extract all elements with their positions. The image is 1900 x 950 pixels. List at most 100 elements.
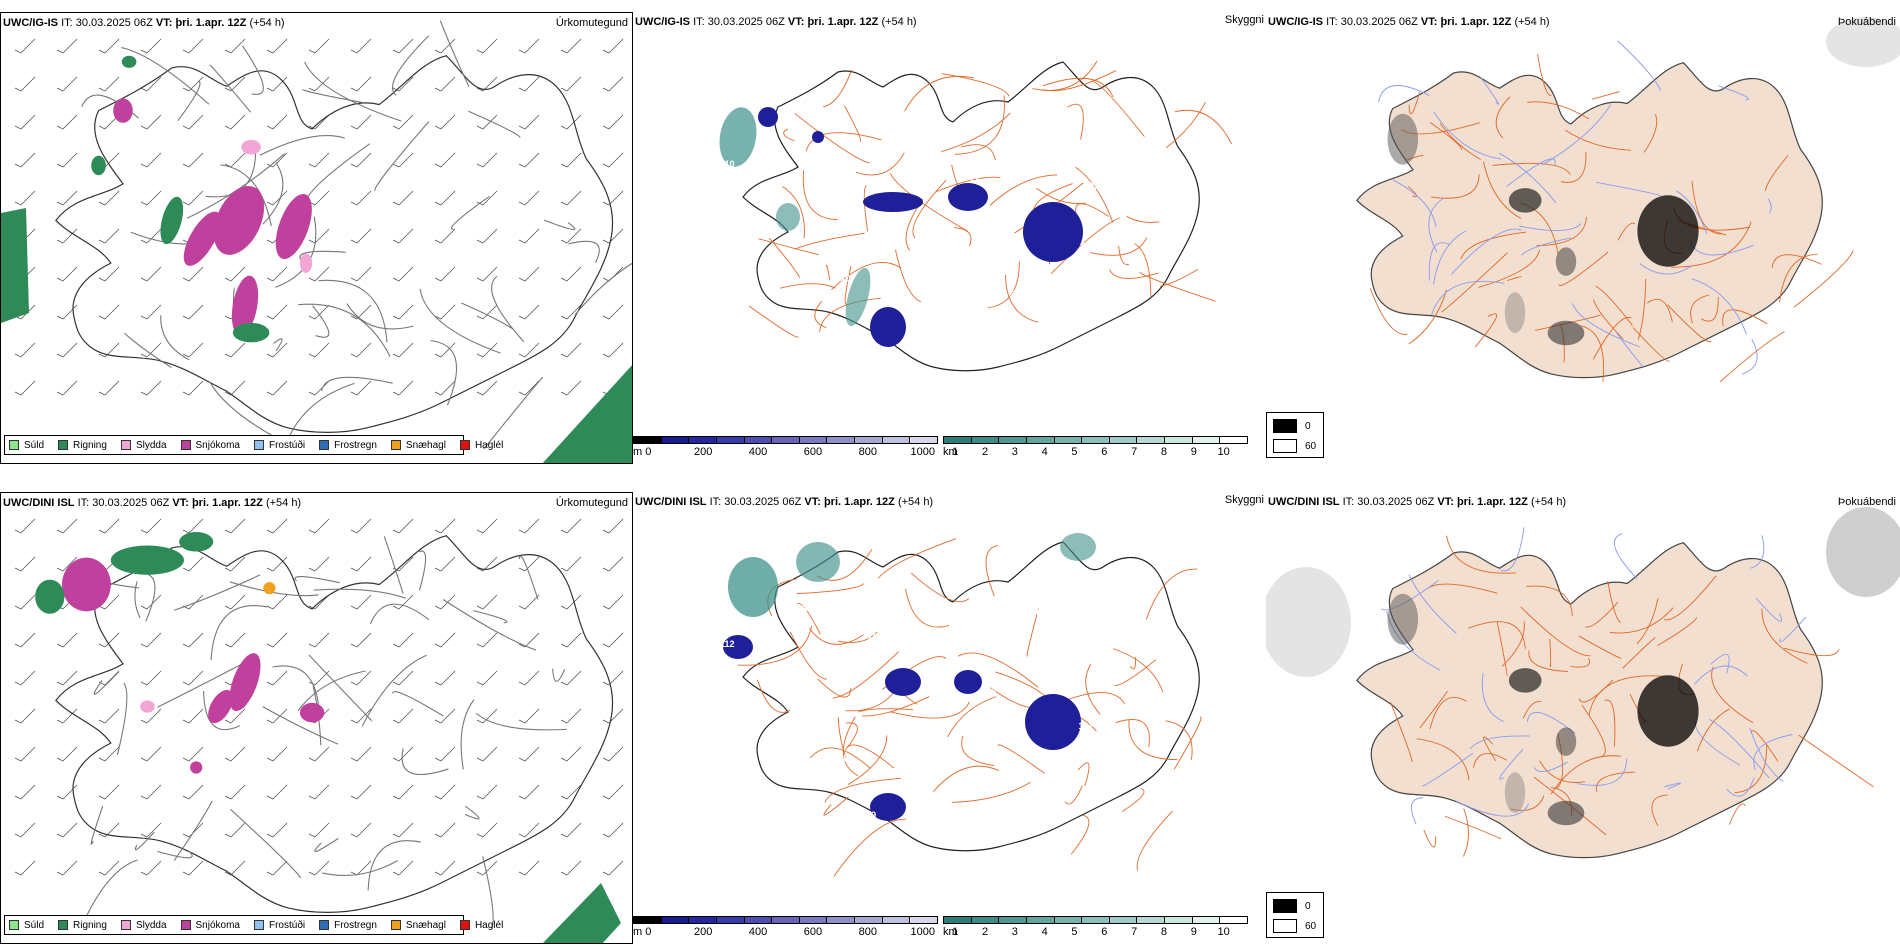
wind-barb [266,380,288,396]
road-line [1165,101,1207,149]
wind-barb [56,228,78,244]
wind-barb [434,114,456,130]
wind-barb [98,860,120,876]
legend-swatch [253,920,264,930]
colorbar-swatch [1082,437,1110,443]
wind-barb [14,784,36,800]
road-line [1643,114,1658,153]
cloud-value-label: 181 [838,754,853,764]
road-line [1390,702,1413,763]
road-line [1423,829,1437,848]
wind-barb [140,380,162,396]
precip-map [1,20,632,463]
legend-swatch [58,440,69,450]
legend-label: Súld [24,919,45,931]
fog-legend: 0 60 [1266,412,1324,458]
road-line [1506,158,1556,187]
wind-barb [140,594,162,610]
road-line [1632,327,1670,362]
wind-barb [560,76,582,92]
cloud-cell [1060,533,1096,561]
road-line [832,651,899,699]
road-line [1112,648,1164,693]
colorbar-ticks: 0 200 400 600 800 1000 [633,446,938,460]
legend-item: Súld [9,440,44,451]
wind-barb [518,746,540,762]
road-line [1128,719,1178,761]
iceland-outline [35,532,614,929]
wind-barb [434,190,456,206]
precip-cell [110,545,184,575]
road-line [1578,635,1622,659]
road-line [1663,575,1717,621]
it-label: IT: [1326,16,1338,28]
colorbar-swatch [1165,437,1193,443]
road-line [1369,288,1408,335]
wind-barb [392,380,414,396]
precip-legend: Súld Rigning Slydda Snjókoma Frostúði Frostre… [4,435,503,455]
legend-item: Frostregn [319,440,377,451]
vt-label: VT: [1420,16,1438,28]
road-line [1719,331,1785,383]
road-line [779,283,836,289]
cloud-value-label: 94 [924,155,934,165]
wind-barb [350,380,372,396]
precip-cell [299,702,325,723]
wind-barb [56,38,78,54]
road-line [1585,601,1619,628]
road-line [756,679,791,713]
road-line [1495,96,1511,139]
wind-barb [476,266,498,282]
colorbar-tick-label: 7 [1131,926,1138,938]
fog-cell [1504,292,1526,333]
road-line [1696,708,1730,752]
precip-cell [213,185,265,255]
wind-barb [56,76,78,92]
wind-barb [224,266,246,282]
road-line [1667,304,1712,343]
road-line [1441,252,1508,313]
precip-panel-top: UWC/IG-IS IT: 30.03.2025 06Z VT: þri. 1.… [0,12,633,464]
iceland-outline [719,60,1233,372]
cloud-value-label: 110 [720,159,735,169]
wind-barb [14,708,36,724]
colorbar-ticks: 1 2 3 4 5 6 7 8 9 10 [943,446,1248,460]
road-line [1580,325,1604,382]
road-line [1159,268,1198,287]
road-line [116,682,128,756]
road-line [1483,161,1522,219]
road-line [383,536,404,594]
road-line [1550,755,1621,795]
colorbar-unit: m [633,926,643,938]
road-line [1392,179,1437,227]
wind-barb [392,860,414,876]
wind-barb [476,114,498,130]
road-line [1136,810,1173,871]
fog-cell [1637,675,1699,747]
vt-value: þri. 1.apr. 12Z [191,497,263,509]
visibility-colorbar: km 1 2 3 4 5 6 7 8 9 10 [943,916,1248,942]
road-line [205,144,257,198]
road-line [1722,309,1768,327]
road-line [823,796,849,816]
road-line [1753,734,1793,771]
colorbar-swatch [944,437,972,443]
coastline [55,535,614,913]
wind-barb [434,708,456,724]
road-line [1549,638,1552,667]
colorbar-swatch [1026,437,1055,443]
it-label: IT: [1342,496,1355,508]
wind-barb [518,670,540,686]
cloud-value-label: 44 [772,253,782,263]
road-line [173,574,261,611]
fog-cell [1547,320,1585,346]
wind-barb [182,822,204,838]
road-line [361,654,427,727]
fog-legend-swatch [1273,899,1297,913]
wind-barb [14,38,36,54]
wind-barb [56,518,78,534]
precip-cell [229,653,261,712]
wind-barb [266,556,288,572]
road-line [1779,616,1807,643]
road-line [1026,608,1039,657]
